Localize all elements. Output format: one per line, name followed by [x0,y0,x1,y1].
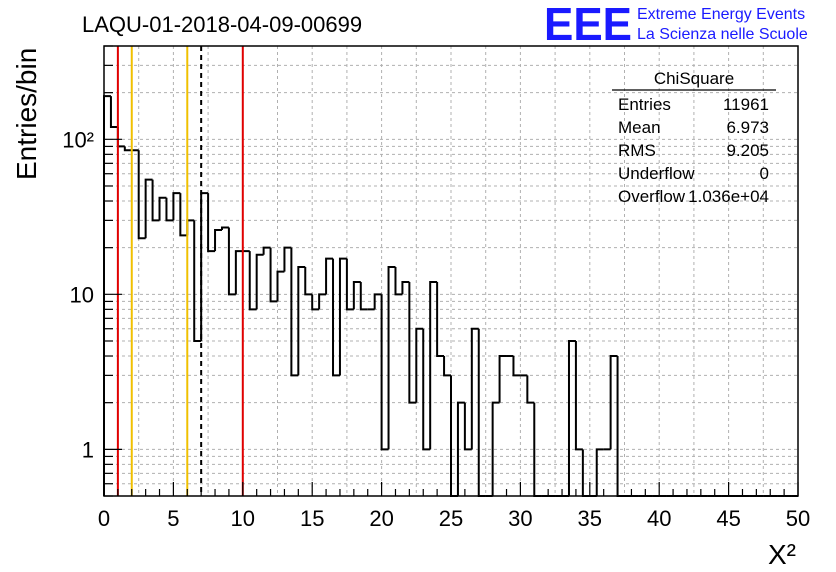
x-tick-label: 25 [439,506,463,531]
tick-labels: 0 5 10 15 20 25 30 35 40 45 50 1 10 10² [62,127,810,531]
histogram-bin [165,197,174,222]
histogram-bin [436,282,445,358]
histogram-bin [311,294,320,311]
histogram-bin [408,282,417,404]
x-tick-label: 0 [98,506,110,531]
histogram-bin [345,258,354,311]
histogram-bin [304,267,313,296]
stats-title: ChiSquare [654,69,734,88]
logo-line-1: Extreme Energy Events [637,6,805,23]
stats-box: ChiSquare Entries 11961 Mean 6.973 RMS 9.205 U… [612,69,776,206]
stats-label: Mean [618,118,661,137]
histogram-bin [422,328,431,451]
histogram-bin [574,340,583,451]
histogram-bin [234,250,243,295]
histogram-bin [512,356,521,377]
histogram-bin [373,293,382,310]
histogram-bin [352,281,361,310]
histogram-bin [325,257,334,295]
x-tick-label: 5 [167,506,179,531]
y-tick-label: 10 [70,282,94,307]
stats-label: RMS [618,141,656,160]
histogram-bin [456,401,465,496]
chart-title: LAQU-01-2018-04-09-00699 [82,12,362,37]
histogram-bin [401,281,410,295]
histogram-bin [477,328,486,497]
histogram-bin [220,226,229,231]
marker-lines [116,46,244,496]
histogram-bin [526,375,535,404]
histogram-bin [116,127,125,148]
histogram-bin [214,229,222,252]
histogram-bin [103,95,111,496]
stats-value: 6.973 [726,118,769,137]
histogram-bin [283,246,292,272]
histogram-bin [276,270,285,302]
histogram-bin [567,339,576,496]
histogram-bin [609,355,618,450]
axis-ticks [103,45,799,497]
x-tick-label: 40 [647,506,671,531]
histogram-bin [255,253,264,310]
histogram-bin [387,266,396,450]
stats-label: Overflow [618,187,686,206]
stats-label: Underflow [618,164,695,183]
histogram-bin [318,293,327,310]
histogram-bin [491,401,500,496]
histogram-bin [227,227,236,296]
x-tick-label: 20 [369,506,393,531]
x-tick-label: 45 [716,506,740,531]
histogram-bin [394,267,403,296]
histogram-bin [207,193,216,253]
histogram-bin [151,179,160,222]
histogram-bin [193,220,202,342]
histogram-bin [463,402,472,451]
histogram-bin [498,355,507,403]
stats-value: 0 [760,164,769,183]
stats-rows: Entries 11961 Mean 6.973 RMS 9.205 Underflow 0 O… [618,95,769,206]
x-axis-label: X² [768,539,796,570]
histogram-bin [123,146,132,152]
histogram-bin [297,266,306,376]
logo: EEE Extreme Energy Events La Scienza nel… [544,0,808,50]
grid-lines [104,46,798,496]
histogram-bin [269,247,278,303]
x-tick-label: 30 [508,506,532,531]
stats-value: 1.036e+04 [688,187,769,206]
histogram-bin [248,251,257,311]
histogram-bin [595,448,604,496]
stats-value: 11961 [723,95,769,114]
histogram-bin [429,281,438,450]
histogram-bin [338,257,347,376]
histogram-bin [186,219,195,236]
histogram-bin [172,192,181,221]
histogram-bin [443,356,451,377]
histogram-bin [158,196,167,221]
histogram-bin [380,294,389,451]
histogram-bin [332,258,340,377]
histogram-bin [470,327,479,450]
logo-line-2: La Scienza nelle Scuole [637,26,808,43]
histogram-bin [450,375,458,497]
histogram-bin [137,150,146,240]
logo-mark: EEE [544,0,632,50]
stats-label: Entries [618,95,671,114]
x-tick-label: 10 [231,506,255,531]
histogram-bin [290,247,299,377]
stats-value: 9.205 [726,141,769,160]
histogram-bin [359,282,368,311]
histogram-bin [179,193,188,237]
histogram-bin [415,327,424,403]
y-tick-label: 10² [62,127,94,152]
histogram-bin [262,246,271,255]
y-tick-label: 1 [82,437,94,462]
x-tick-label: 50 [786,506,810,531]
x-tick-label: 15 [300,506,324,531]
y-axis-label: Entries/bin [11,48,42,180]
histogram-bin [616,356,625,497]
x-tick-label: 35 [578,506,602,531]
histogram-bin [144,178,153,239]
histogram-bin [109,96,118,129]
